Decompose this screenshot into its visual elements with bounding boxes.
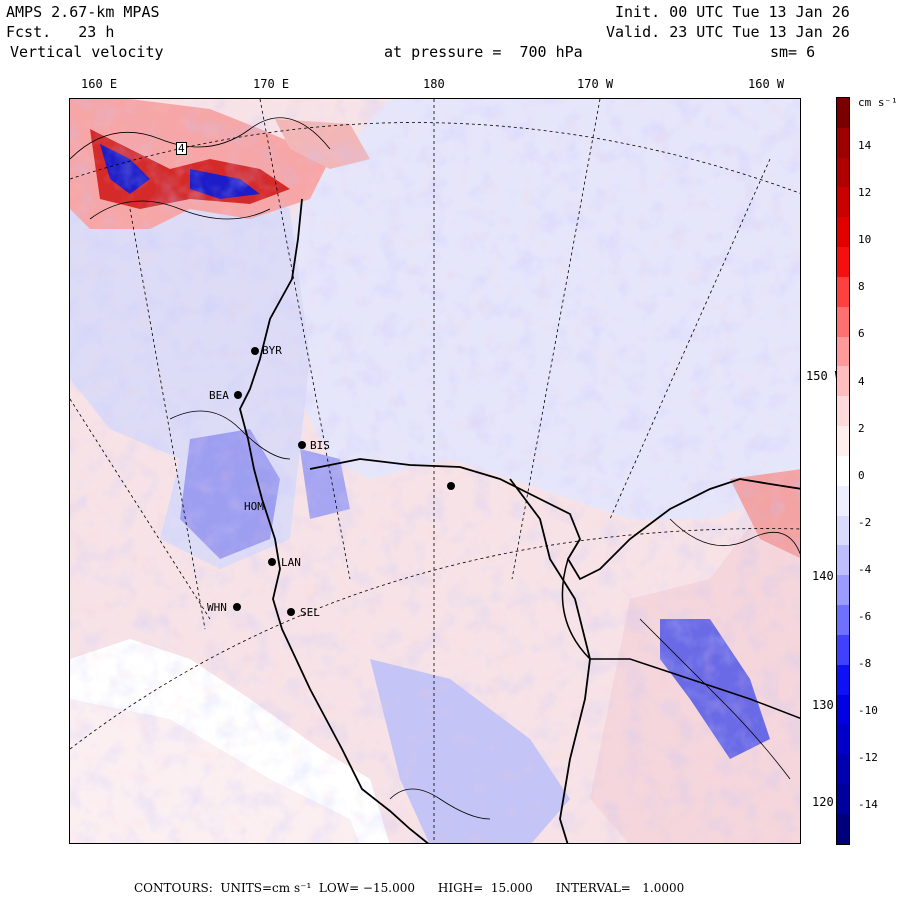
colorbar-tick-label: -8 [858,657,872,671]
contour-5 [639,618,791,780]
lon-label-180: 180 [423,77,445,91]
colorbar-tick-label: 8 [858,280,865,294]
pressure-level: at pressure = 700 hPa [384,43,583,61]
units-label: UNITS=cm s⁻¹ [220,881,312,895]
colorbar-swatch [837,724,849,755]
coastline-marie-byrd [590,658,800,720]
colorbar-swatch [837,605,849,635]
roosevelt-island [561,558,591,660]
station-label-bis: BIS [310,439,330,452]
colorbar-swatch [837,784,849,814]
station-label-lan: LAN [281,556,301,569]
valid-time: Valid. 23 UTC Tue 13 Jan 26 [606,23,850,41]
latitude-circle-1 [70,122,800,194]
colorbar-tick-label: -2 [858,515,872,529]
interval-value: INTERVAL= 1.0000 [555,881,685,895]
coastline-west [239,198,429,843]
colorbar-tick-label: 0 [858,468,865,482]
contour-1 [70,117,331,160]
colorbar [836,97,850,845]
contour-value-label: 4 [176,142,187,155]
colorbar-swatch [837,455,849,486]
colorbar-swatch [837,217,849,248]
model-title: AMPS 2.67-km MPAS [6,3,160,21]
contour-6 [389,788,491,820]
station-label-sel: SEL [300,606,320,619]
contour-4 [669,518,800,555]
station-label-hom: HOM [244,500,264,513]
colorbar-swatch [837,247,849,277]
station-marker-bis [298,441,306,449]
colorbar-swatch [837,754,849,785]
field-texture-red [70,99,800,843]
colorbar-tick-label: 12 [858,186,872,200]
colorbar-swatch [837,276,849,307]
lon-label-160e: 160 E [81,77,118,91]
colorbar-tick-label: -10 [858,704,878,718]
colorbar-tick-label: 6 [858,327,865,341]
colorbar-tick-label: -4 [858,562,872,576]
station-label-byr: BYR [262,344,282,357]
station-label-bea: BEA [209,389,229,402]
contour-3 [169,410,291,460]
lon-label-170w: 170 W [577,77,614,91]
colorbar-swatch [837,157,849,188]
station-marker-byr [251,347,259,355]
station-marker-whn [233,603,241,611]
colorbar-swatch [837,306,849,337]
colorbar-swatch [837,664,849,695]
colorbar-swatch [837,127,849,158]
colorbar-swatch [837,187,849,218]
colorbar-swatch [837,366,849,397]
high-value: HIGH= 15.000 [437,881,533,895]
graticule [70,99,800,843]
colorbar-swatch [837,336,849,367]
colorbar-swatch [837,515,849,546]
contour-2 [89,200,271,220]
lon-label-170e: 170 E [253,77,290,91]
map-panel: BYR BEA BIS HOM LAN WHN SEL 4 [69,98,801,844]
lon-label-160w: 160 W [748,77,785,91]
colorbar-swatch [837,426,849,456]
colorbar-tick-label: -6 [858,610,872,623]
meridian-160e [129,208,206,630]
colorbar-swatch [837,545,849,576]
colorbar-swatch [837,396,849,427]
station-marker-bea [234,391,242,399]
low-value: LOW= −15.000 [318,881,415,895]
meridian-150e [70,398,211,620]
station-marker-lan [268,558,276,566]
forecast-hour: Fcst. 23 h [6,23,115,41]
colorbar-swatch [837,98,849,128]
colorbar-tick-label: 14 [858,139,872,152]
station-marker-sel [287,608,295,616]
colorbar-tick-label: 10 [858,233,872,247]
colorbar-tick-label: 4 [858,374,865,388]
colorbar-tick-label: -14 [858,798,878,812]
contours-label: CONTOURS: [134,881,213,895]
init-time: Init. 00 UTC Tue 13 Jan 26 [615,3,850,21]
smoothing-value: sm= 6 [770,43,816,61]
colorbar-swatch [837,694,849,725]
station-marker-ice-shelf [447,482,455,490]
colorbar-swatch [837,813,849,844]
station-label-whn: WHN [207,601,227,614]
contour-lines [70,117,800,820]
colorbar-tick-label: 2 [858,421,865,435]
colorbar-tick-label: -12 [858,751,878,765]
vertical-velocity-map [70,99,800,843]
contour-info: CONTOURS: UNITS=cm s⁻¹ LOW= −15.000 HIGH… [134,881,684,895]
colorbar-swatch [837,634,849,665]
colorbar-units: cm s⁻¹ [858,96,898,109]
variable-name: Vertical velocity [10,43,164,61]
colorbar-swatch [837,485,849,516]
colorbar-swatch [837,575,849,606]
